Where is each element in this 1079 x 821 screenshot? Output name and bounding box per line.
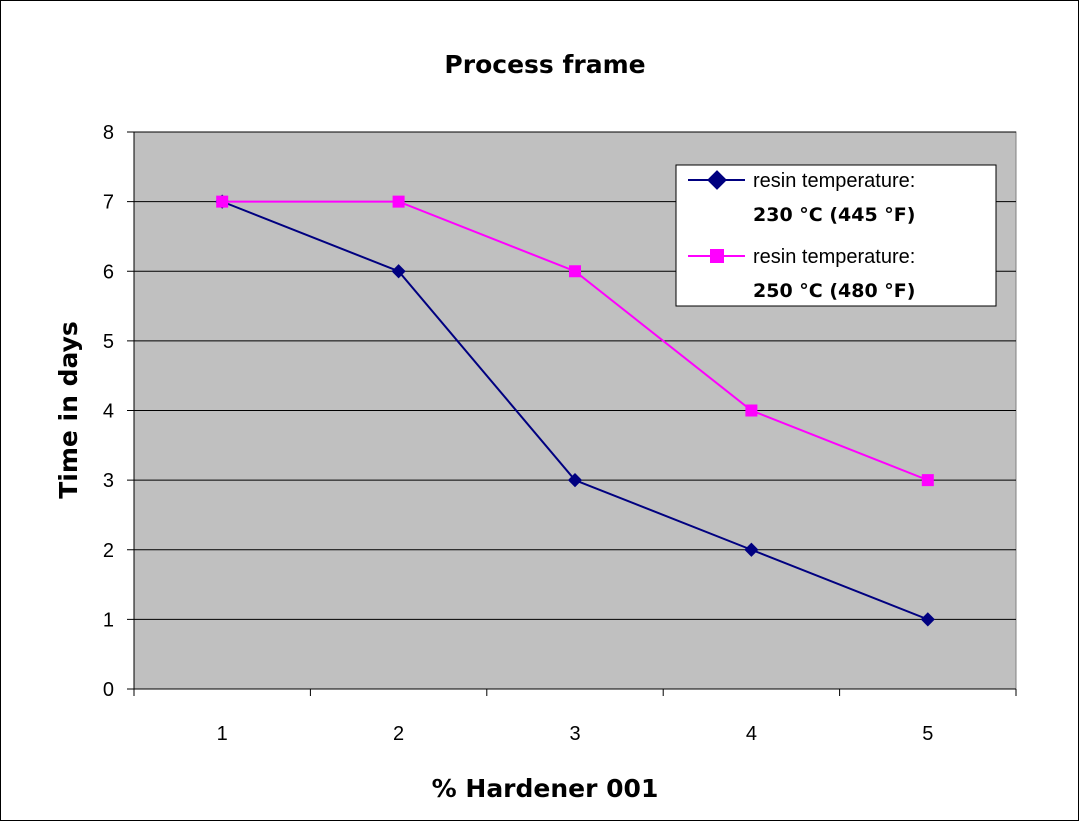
y-axis-title: Time in days <box>54 321 83 499</box>
data-point <box>921 474 934 487</box>
x-axis-title: % Hardener 001 <box>432 774 659 803</box>
data-point <box>569 265 581 278</box>
y-axis-ticks: 0 1 2 3 4 5 6 7 8 <box>103 122 134 701</box>
legend-label-series-2-line2: 250 °C (480 °F) <box>753 280 915 302</box>
y-tick-label: 0 <box>103 679 114 701</box>
y-tick-label: 5 <box>103 331 114 353</box>
data-point <box>744 542 759 557</box>
data-point <box>745 404 758 417</box>
data-point <box>216 195 229 208</box>
series-1 <box>215 194 935 627</box>
legend-box <box>675 164 997 307</box>
legend-label-series-2-line1: resin temperature: <box>753 246 915 268</box>
x-tick-label: 3 <box>569 723 580 745</box>
chart-title: Process frame <box>444 50 645 79</box>
y-tick-label: 4 <box>103 401 114 423</box>
x-tick-label: 2 <box>393 723 404 745</box>
y-tick-label: 1 <box>103 609 114 631</box>
series-2 <box>216 195 934 487</box>
legend-label-series-1-line2: 230 °C (445 °F) <box>753 204 915 226</box>
data-point <box>567 473 583 488</box>
y-tick-label: 6 <box>103 261 114 283</box>
x-tick-label: 4 <box>746 723 757 745</box>
legend-marker-series-2 <box>710 249 724 263</box>
x-axis-ticks: 1 2 3 4 5 <box>133 689 1017 745</box>
data-point <box>392 195 405 208</box>
y-tick-label: 7 <box>103 192 114 214</box>
data-point <box>391 264 406 279</box>
series-group <box>215 194 935 627</box>
legend: resin temperature: 230 °C (445 °F) resin… <box>675 164 997 307</box>
x-tick-label: 5 <box>922 723 933 745</box>
legend-label-series-1-line1: resin temperature: <box>753 170 915 192</box>
y-tick-label: 8 <box>103 122 114 144</box>
y-tick-label: 2 <box>103 540 114 562</box>
x-tick-label: 1 <box>217 723 228 745</box>
data-point <box>920 612 935 627</box>
y-tick-label: 3 <box>103 470 114 492</box>
